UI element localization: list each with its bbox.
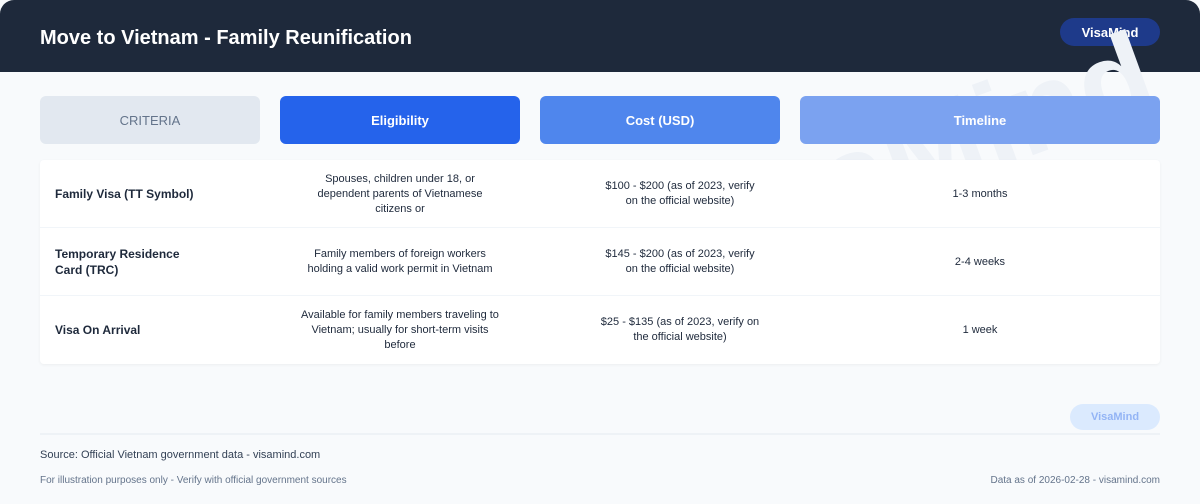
comparison-table: Family Visa (TT Symbol) Spouses, childre… [40, 160, 1160, 364]
eligibility-cell: Family members of foreign workers holdin… [307, 248, 493, 275]
column-header-eligibility: Eligibility [280, 96, 520, 144]
data-date-text: Data as of 2026-02-28 - visamind.com [990, 475, 1160, 486]
eligibility-cell: Available for family members traveling t… [301, 308, 499, 351]
cost-cell: $25 - $135 (as of 2023, verify on the of… [600, 316, 760, 343]
timeline-cell: 1 week [962, 323, 998, 336]
source-text: Source: Official Vietnam government data… [40, 449, 321, 461]
criteria-cell: Visa On Arrival [55, 323, 141, 337]
eligibility-cell: Spouses, children under 18, or dependent… [317, 172, 483, 215]
column-header-cost: Cost (USD) [540, 96, 780, 144]
header: Move to Vietnam - Family Reunification V… [0, 0, 1200, 72]
timeline-cell: 2-4 weeks [954, 255, 1006, 268]
column-header-timeline: Timeline [800, 96, 1160, 144]
table-row: Visa On Arrival Available for family mem… [40, 296, 1160, 364]
criteria-cell: Family Visa (TT Symbol) [55, 187, 194, 201]
column-header-criteria: CRITERIA [40, 96, 260, 144]
disclaimer-text: For illustration purposes only - Verify … [40, 475, 347, 486]
footer-brand-badge: VisaMind [1070, 404, 1160, 430]
criteria-cell: Temporary Residence Card (TRC) [55, 247, 180, 277]
cost-cell: $145 - $200 (as of 2023, verify on the o… [605, 248, 755, 275]
brand-badge: VisaMind [1060, 18, 1160, 46]
table-row: Family Visa (TT Symbol) Spouses, childre… [40, 160, 1160, 228]
cost-cell: $100 - $200 (as of 2023, verify on the o… [605, 180, 755, 207]
divider [40, 433, 1160, 435]
timeline-cell: 1-3 months [952, 187, 1008, 200]
page-title: Move to Vietnam - Family Reunification [40, 27, 412, 49]
table-row: Temporary Residence Card (TRC) Family me… [40, 228, 1160, 296]
